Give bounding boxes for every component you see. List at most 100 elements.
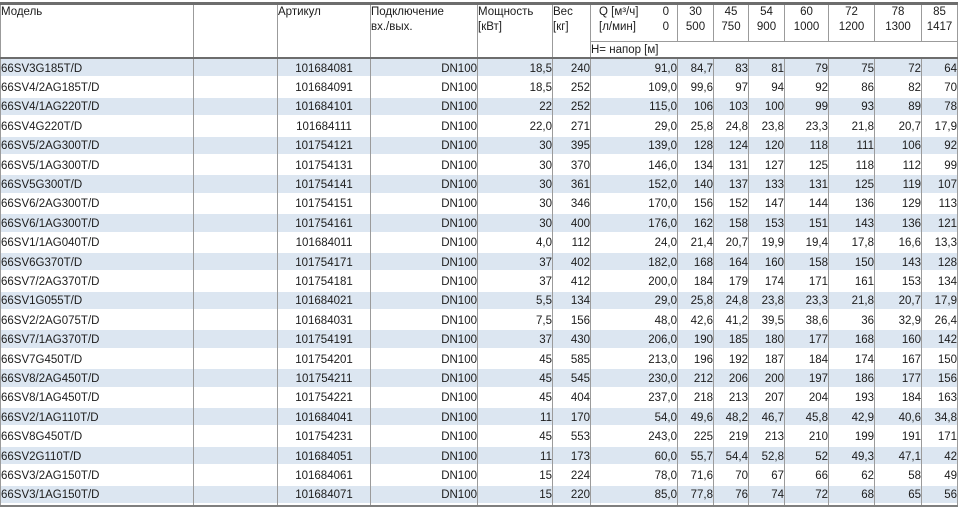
model-cell: 66SV4/1AG220T/D	[0, 97, 194, 118]
model-cell: 66SV3G185T/D	[0, 58, 194, 79]
head-value-cell: 163	[921, 388, 958, 409]
empty-cell	[193, 272, 278, 292]
table-row: 66SV8/1AG450T/D 101754221 DN100 45 404 2…	[0, 388, 958, 409]
head-value-cell: 134	[921, 272, 958, 292]
weight-cell: 430	[552, 330, 591, 350]
article-cell: 101684051	[277, 446, 371, 467]
connection-cell: DN100	[370, 58, 478, 79]
power-cell: 37	[477, 252, 553, 273]
power-cell: 45	[477, 388, 553, 409]
empty-cell	[193, 427, 278, 447]
table-row: 66SV7/2AG370T/D 101754181 DN100 37 412 2…	[0, 272, 958, 292]
head-value-cell: 68	[828, 485, 875, 506]
connection-cell: DN100	[370, 427, 478, 447]
head-value-cell: 93	[828, 97, 875, 118]
empty-cell	[193, 388, 278, 409]
column-header-power: Мощность [кВт]	[477, 3, 553, 59]
q-header-line2: [л/мин] 0	[592, 20, 677, 35]
empty-cell	[193, 466, 278, 486]
article-cell: 101684041	[277, 408, 371, 428]
table-row: 66SV3/1AG150T/D 101684071 DN100 15 220 8…	[0, 485, 958, 506]
weight-cell: 170	[552, 408, 591, 428]
head-q0-cell: 85,0	[590, 485, 678, 506]
head-value-cell: 136	[828, 194, 875, 215]
weight-cell: 402	[552, 252, 591, 273]
column-header-flow: 54 900	[748, 3, 785, 42]
table-row: 66SV1G055T/D 101684021 DN100 5,5 134 29,…	[0, 291, 958, 312]
model-cell: 66SV6/1AG300T/D	[0, 214, 194, 234]
head-q0-cell: 146,0	[590, 155, 678, 176]
article-cell: 101754171	[277, 252, 371, 273]
connection-cell: DN100	[370, 194, 478, 215]
head-value-cell: 111	[828, 136, 875, 156]
connection-cell: DN100	[370, 272, 478, 292]
empty-cell	[193, 349, 278, 370]
head-value-cell: 97	[713, 78, 749, 98]
model-cell: 66SV7G450T/D	[0, 349, 194, 370]
head-value-cell: 134	[677, 155, 714, 176]
empty-cell	[193, 485, 278, 506]
head-value-cell: 42,6	[677, 311, 714, 331]
power-cell: 11	[477, 408, 553, 428]
head-value-cell: 204	[784, 388, 829, 409]
connection-cell: DN100	[370, 97, 478, 118]
head-value-cell: 49,3	[828, 446, 875, 467]
head-value-cell: 207	[748, 388, 785, 409]
power-cell: 4,0	[477, 233, 553, 253]
article-cell: 101754131	[277, 155, 371, 176]
head-value-cell: 92	[784, 78, 829, 98]
head-value-cell: 70	[921, 78, 958, 98]
head-value-cell: 99	[784, 97, 829, 118]
head-value-cell: 24,8	[713, 291, 749, 312]
weight-cell: 252	[552, 97, 591, 118]
power-header-line1: Мощность	[478, 6, 534, 18]
model-cell: 66SV2/1AG110T/D	[0, 408, 194, 428]
column-header-model: Модель	[0, 3, 194, 59]
head-value-cell: 147	[748, 194, 785, 215]
article-cell: 101754231	[277, 427, 371, 447]
table-row: 66SV2G110T/D 101684051 DN100 11 173 60,0…	[0, 446, 958, 467]
head-value-cell: 121	[921, 214, 958, 234]
head-value-cell: 179	[713, 272, 749, 292]
head-q0-cell: 60,0	[590, 446, 678, 467]
head-value-cell: 174	[828, 349, 875, 370]
weight-cell: 400	[552, 214, 591, 234]
head-value-cell: 45,8	[784, 408, 829, 428]
article-cell: 101684011	[277, 233, 371, 253]
empty-cell	[193, 311, 278, 331]
connection-cell: DN100	[370, 330, 478, 350]
head-value-cell: 206	[713, 369, 749, 389]
empty-cell	[193, 155, 278, 176]
weight-cell: 395	[552, 136, 591, 156]
head-value-cell: 52	[784, 446, 829, 467]
head-value-cell: 150	[921, 349, 958, 370]
article-cell: 101754151	[277, 194, 371, 215]
connection-cell: DN100	[370, 311, 478, 331]
head-value-cell: 86	[828, 78, 875, 98]
head-value-cell: 76	[713, 485, 749, 506]
head-value-cell: 131	[784, 175, 829, 195]
article-cell: 101684061	[277, 466, 371, 486]
head-value-cell: 78	[921, 97, 958, 118]
weight-cell: 220	[552, 485, 591, 506]
table-row: 66SV8G450T/D 101754231 DN100 45 553 243,…	[0, 427, 958, 447]
head-value-cell: 81	[748, 58, 785, 79]
table-row: 66SV4/1AG220T/D 101684101 DN100 22 252 1…	[0, 97, 958, 118]
weight-cell: 271	[552, 117, 591, 137]
head-value-cell: 23,3	[784, 117, 829, 137]
head-value-cell: 17,9	[921, 117, 958, 137]
column-header-flow: 30 500	[677, 3, 714, 42]
power-cell: 11	[477, 446, 553, 467]
model-cell: 66SV3/1AG150T/D	[0, 485, 194, 506]
q-zero-m3h: 0	[662, 6, 669, 18]
head-value-cell: 192	[713, 349, 749, 370]
head-q0-cell: 78,0	[590, 466, 678, 486]
head-value-cell: 21,8	[828, 291, 875, 312]
head-value-cell: 137	[713, 175, 749, 195]
head-value-cell: 19,4	[784, 233, 829, 253]
head-value-cell: 118	[828, 155, 875, 176]
connection-cell: DN100	[370, 291, 478, 312]
column-header-flow: 45 750	[713, 3, 749, 42]
model-cell: 66SV1/1AG040T/D	[0, 233, 194, 253]
head-value-cell: 186	[828, 369, 875, 389]
